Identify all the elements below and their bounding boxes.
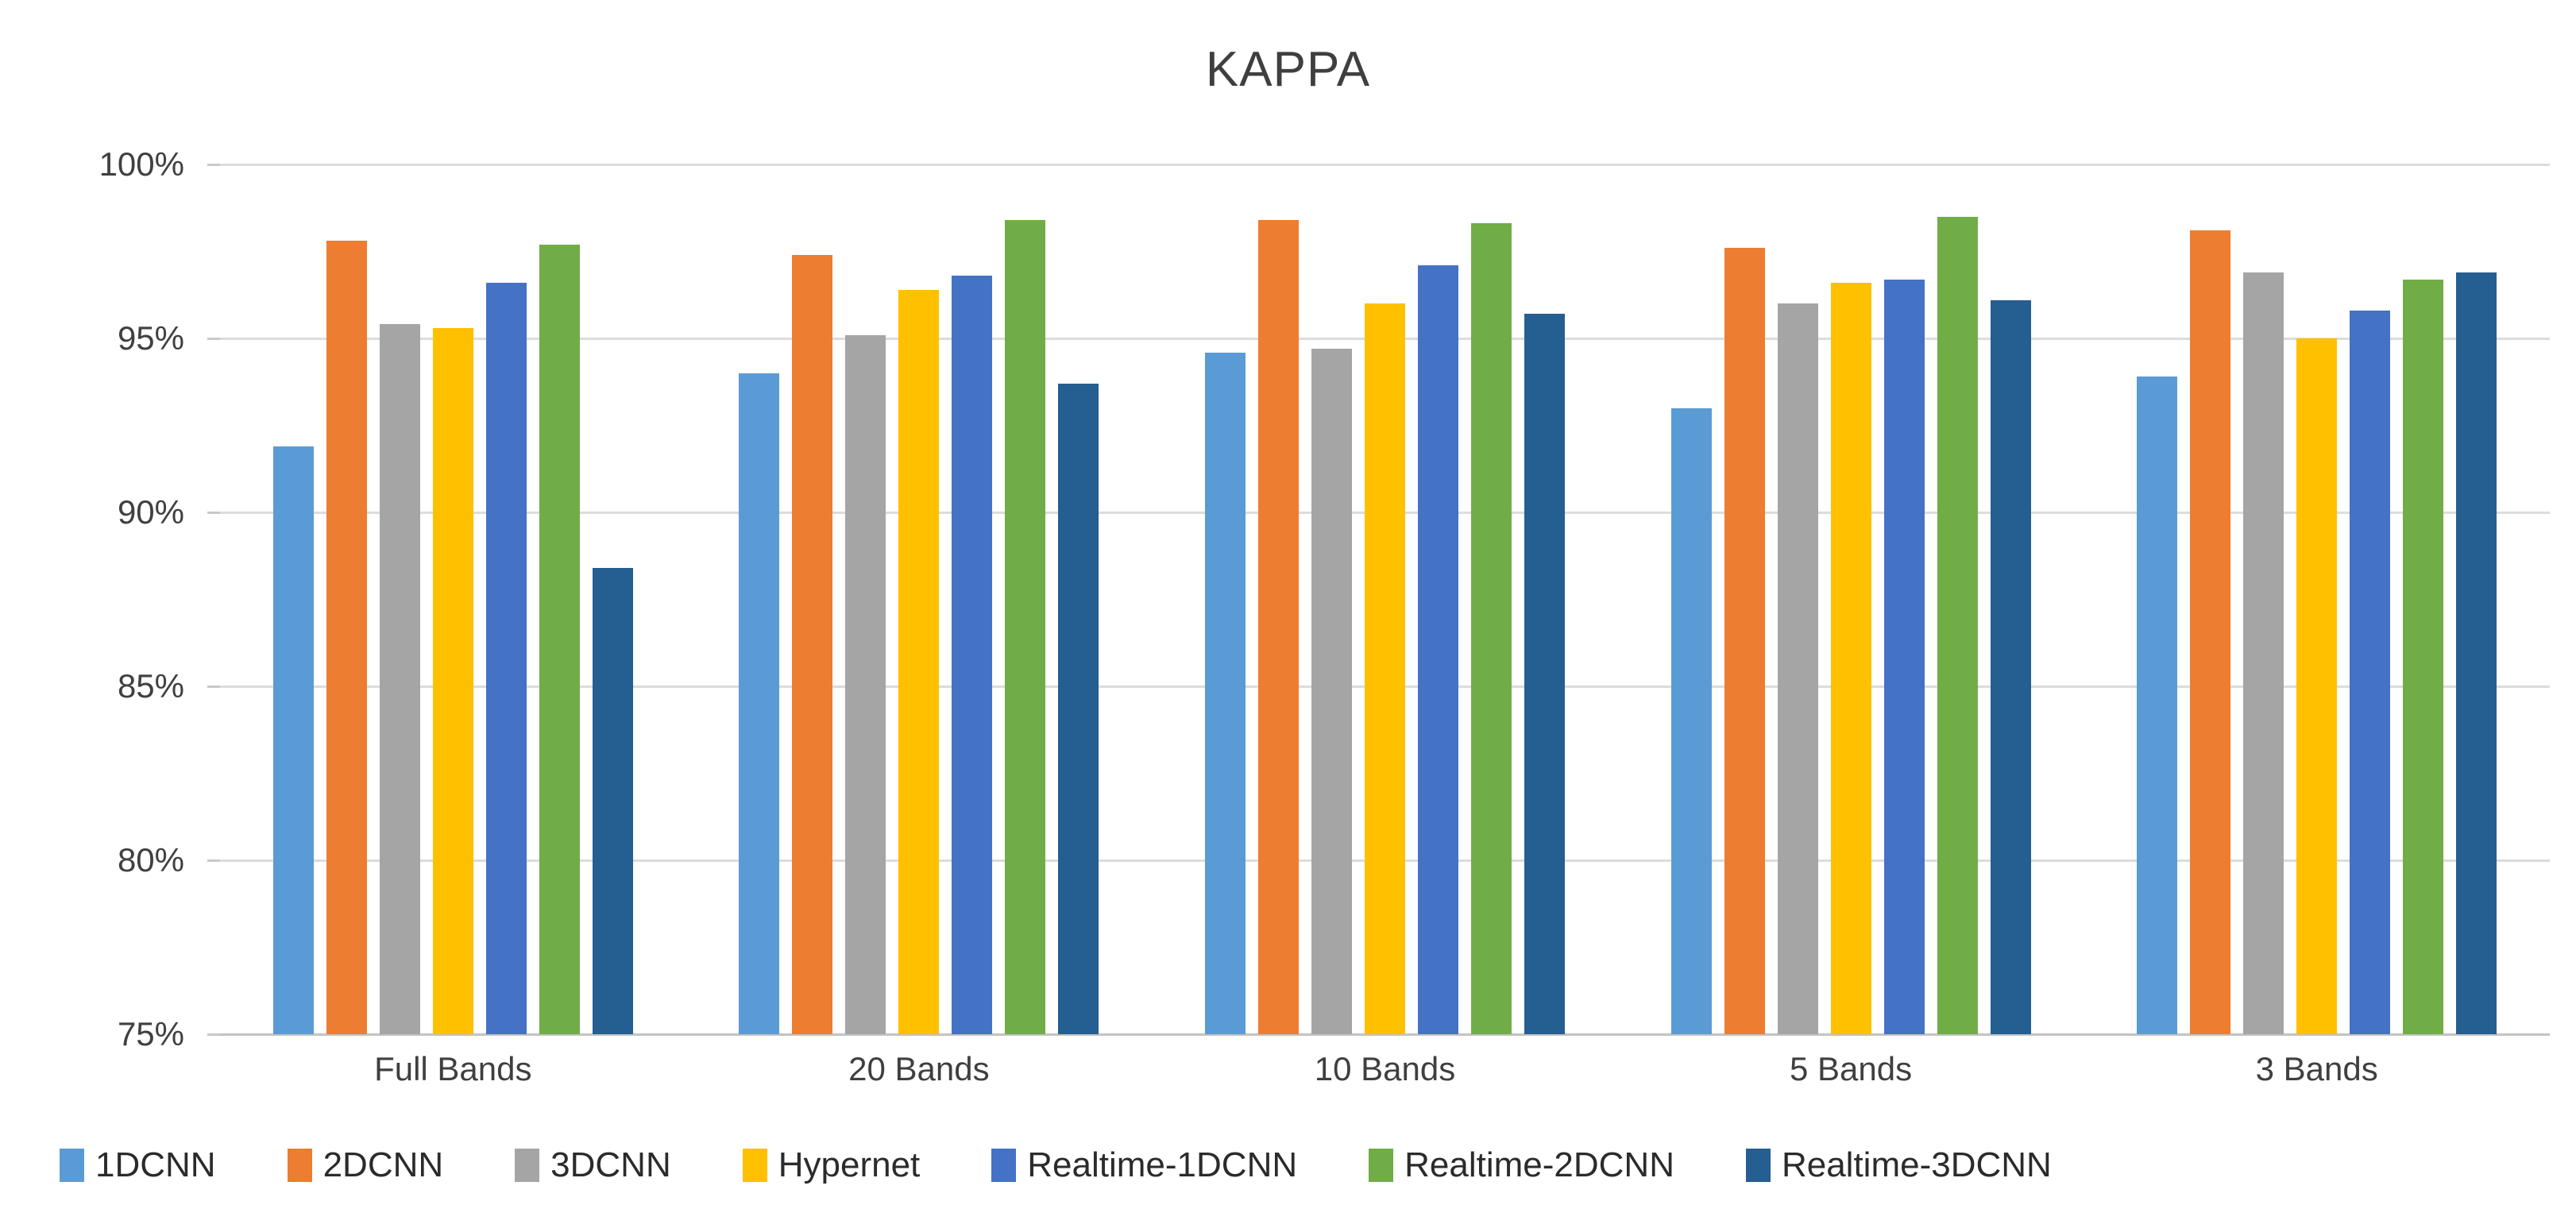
x-label-5-bands: 5 Bands xyxy=(1790,1050,1913,1087)
legend-swatch-2dcnn xyxy=(287,1149,312,1182)
bar-3dcnn-5-bands xyxy=(1777,303,1818,1034)
plot-area xyxy=(207,163,2550,1036)
legend-item-1dcnn: 1DCNN xyxy=(60,1145,216,1185)
legend-label-realtime-3dcnn: Realtime-3DCNN xyxy=(1781,1145,2052,1184)
bar-realtime-3dcnn-3-bands xyxy=(2456,272,2497,1034)
bar-group-3-bands xyxy=(2084,164,2550,1034)
bar-hypernet-10-bands xyxy=(1364,303,1405,1034)
legend-item-hypernet: Hypernet xyxy=(742,1145,921,1185)
bar-group-20-bands xyxy=(686,164,1153,1034)
bar-realtime-1dcnn-3-bands xyxy=(2350,310,2391,1034)
gridline-100 xyxy=(220,163,2550,166)
legend-swatch-3dcnn xyxy=(515,1149,540,1182)
legend-swatch-1dcnn xyxy=(60,1149,84,1182)
legend: 1DCNN 2DCNN 3DCNN Hypernet Realtime-1DCNN Rea… xyxy=(60,1145,2522,1185)
x-axis-line xyxy=(220,1033,2550,1036)
y-axis-tick-labels: 100% 95% 90% 85% 80% 75% xyxy=(0,145,184,1052)
x-axis-category-labels: Full Bands 20 Bands 10 Bands 5 Bands 3 Bands xyxy=(220,1050,2550,1088)
bar-hypernet-full-bands xyxy=(432,327,473,1034)
bar-realtime-3dcnn-5-bands xyxy=(1990,299,2031,1034)
bar-2dcnn-20-bands xyxy=(792,254,833,1034)
bar-groups xyxy=(220,164,2550,1034)
bar-realtime-2dcnn-10-bands xyxy=(1470,223,1512,1034)
bar-realtime-3dcnn-20-bands xyxy=(1058,383,1099,1034)
bar-hypernet-5-bands xyxy=(1830,282,1871,1034)
y-axis-tick xyxy=(207,337,220,340)
bar-3dcnn-10-bands xyxy=(1311,349,1352,1034)
bar-group-10-bands xyxy=(1152,164,1618,1034)
bar-realtime-1dcnn-5-bands xyxy=(1883,279,1925,1034)
y-tick-label-90: 90% xyxy=(117,493,184,531)
legend-label-realtime-1dcnn: Realtime-1DCNN xyxy=(1027,1145,1298,1184)
y-tick-label-75: 75% xyxy=(117,1015,184,1052)
x-label-10-bands: 10 Bands xyxy=(1314,1050,1456,1087)
legend-item-realtime-2dcnn: Realtime-2DCNN xyxy=(1369,1145,1674,1185)
legend-item-3dcnn: 3DCNN xyxy=(515,1145,671,1185)
bar-realtime-2dcnn-5-bands xyxy=(1937,216,1978,1034)
legend-label-realtime-2dcnn: Realtime-2DCNN xyxy=(1404,1145,1674,1184)
y-axis-tick xyxy=(207,685,220,688)
bar-hypernet-20-bands xyxy=(898,289,940,1034)
bar-1dcnn-20-bands xyxy=(739,373,780,1034)
y-axis-tick xyxy=(207,1033,220,1036)
bar-2dcnn-10-bands xyxy=(1257,220,1299,1034)
bar-realtime-1dcnn-full-bands xyxy=(485,282,527,1034)
chart-title: KAPPA xyxy=(1205,42,1371,97)
legend-item-2dcnn: 2DCNN xyxy=(287,1145,444,1185)
bar-realtime-2dcnn-3-bands xyxy=(2403,279,2444,1034)
legend-label-2dcnn: 2DCNN xyxy=(322,1145,444,1184)
bar-realtime-3dcnn-10-bands xyxy=(1524,314,1565,1034)
bar-realtime-2dcnn-full-bands xyxy=(539,244,580,1034)
bar-group-5-bands xyxy=(1618,164,2084,1034)
bar-2dcnn-5-bands xyxy=(1724,248,1765,1034)
bar-1dcnn-full-bands xyxy=(272,446,314,1034)
bar-realtime-2dcnn-20-bands xyxy=(1005,220,1046,1034)
y-axis-tick xyxy=(207,859,220,862)
bar-hypernet-3-bands xyxy=(2296,338,2338,1034)
legend-swatch-realtime-1dcnn xyxy=(991,1149,1017,1182)
bar-1dcnn-10-bands xyxy=(1204,352,1246,1034)
bar-3dcnn-20-bands xyxy=(845,334,886,1034)
x-label-3-bands: 3 Bands xyxy=(2255,1050,2378,1087)
bar-3dcnn-3-bands xyxy=(2243,272,2284,1034)
bar-realtime-3dcnn-full-bands xyxy=(592,568,633,1034)
y-tick-label-100: 100% xyxy=(98,145,184,183)
y-tick-label-95: 95% xyxy=(117,319,184,357)
y-tick-label-80: 80% xyxy=(117,841,184,879)
legend-item-realtime-3dcnn: Realtime-3DCNN xyxy=(1745,1145,2052,1185)
legend-swatch-realtime-2dcnn xyxy=(1369,1149,1394,1182)
bar-2dcnn-3-bands xyxy=(2190,230,2231,1034)
y-axis-tick xyxy=(207,163,220,166)
bar-2dcnn-full-bands xyxy=(326,241,367,1034)
legend-label-hypernet: Hypernet xyxy=(778,1145,921,1184)
bar-realtime-1dcnn-10-bands xyxy=(1417,265,1458,1034)
y-axis-tick xyxy=(207,511,220,514)
bar-3dcnn-full-bands xyxy=(379,324,420,1034)
y-tick-label-85: 85% xyxy=(117,667,184,705)
legend-item-realtime-1dcnn: Realtime-1DCNN xyxy=(991,1145,1297,1185)
legend-swatch-realtime-3dcnn xyxy=(1745,1149,1771,1182)
legend-label-3dcnn: 3DCNN xyxy=(550,1145,671,1184)
x-label-full-bands: Full Bands xyxy=(374,1050,532,1087)
bar-1dcnn-3-bands xyxy=(2137,377,2178,1034)
bar-realtime-1dcnn-20-bands xyxy=(952,276,993,1034)
bar-1dcnn-5-bands xyxy=(1670,407,1712,1034)
legend-swatch-hypernet xyxy=(742,1149,767,1182)
x-label-20-bands: 20 Bands xyxy=(848,1050,990,1087)
legend-label-1dcnn: 1DCNN xyxy=(95,1145,216,1184)
bar-group-full-bands xyxy=(220,164,686,1034)
